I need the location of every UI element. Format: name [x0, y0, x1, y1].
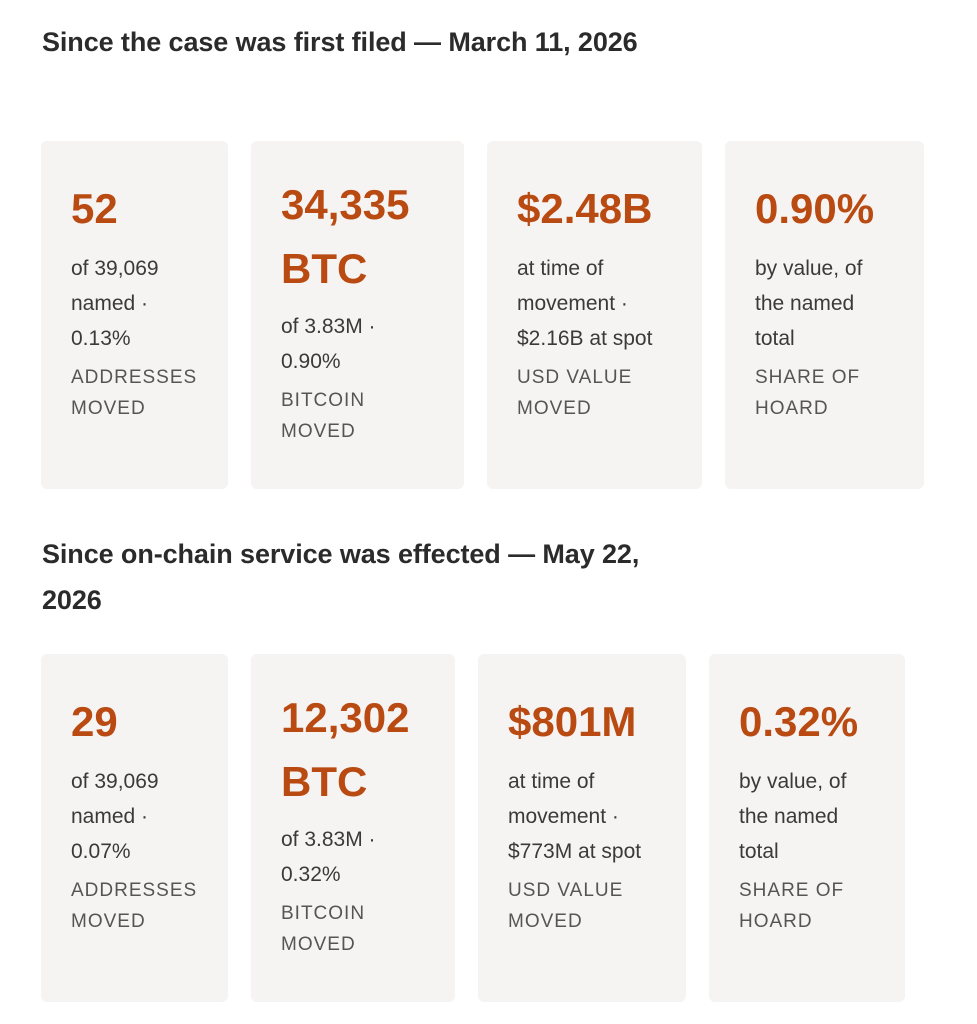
- stat-label: SHARE OF HOARD: [755, 367, 861, 419]
- stat-card-addresses-moved: 52 of 39,069 named · 0.13% ADDRESSES MOV…: [41, 141, 228, 489]
- stat-description: at time of movement · $2.16B at spot: [517, 257, 653, 350]
- section-title: Since on-chain service was effected — Ma…: [42, 539, 640, 615]
- stat-card-usd-value-moved: $2.48B at time of movement · $2.16B at s…: [487, 141, 702, 489]
- stat-card-usd-value-moved: $801M at time of movement · $773M at spo…: [478, 654, 686, 1002]
- stat-label: SHARE OF HOARD: [739, 880, 845, 932]
- stat-card-bitcoin-moved: 34,335 BTC of 3.83M · 0.90% BITCOIN MOVE…: [251, 141, 464, 489]
- stat-description: by value, of the named total: [755, 257, 863, 350]
- stat-label: USD VALUE MOVED: [517, 367, 633, 419]
- stat-value: $2.48B: [517, 185, 653, 232]
- stat-description: by value, of the named total: [739, 770, 847, 863]
- stat-label: BITCOIN MOVED: [281, 903, 366, 955]
- stat-value: 34,335 BTC: [281, 173, 464, 301]
- stat-description: of 39,069 named · 0.07%: [71, 770, 159, 863]
- stat-description: of 39,069 named · 0.13%: [71, 257, 159, 350]
- stat-value: 0.90%: [755, 185, 875, 232]
- stat-value-unit: BTC: [281, 245, 368, 292]
- section-title: Since the case was first filed — March 1…: [42, 27, 638, 57]
- stat-card-addresses-moved: 29 of 39,069 named · 0.07% ADDRESSES MOV…: [41, 654, 228, 1002]
- stat-value: $801M: [508, 698, 637, 745]
- stat-value: 29: [71, 698, 118, 745]
- stat-description: of 3.83M · 0.90%: [281, 315, 376, 373]
- stat-description: of 3.83M · 0.32%: [281, 828, 376, 886]
- stat-label: USD VALUE MOVED: [508, 880, 624, 932]
- stat-value: 12,302 BTC: [281, 686, 455, 814]
- stat-label: ADDRESSES MOVED: [71, 367, 198, 419]
- stat-card-share-of-hoard: 0.32% by value, of the named total SHARE…: [709, 654, 905, 1002]
- stat-label: ADDRESSES MOVED: [71, 880, 198, 932]
- stat-label: BITCOIN MOVED: [281, 390, 366, 442]
- stat-value-unit: BTC: [281, 758, 368, 805]
- stat-value: 0.32%: [739, 698, 859, 745]
- stat-card-share-of-hoard: 0.90% by value, of the named total SHARE…: [725, 141, 924, 489]
- stat-value-number: 12,302: [281, 694, 410, 741]
- stat-value-number: 34,335: [281, 181, 410, 228]
- stat-card-bitcoin-moved: 12,302 BTC of 3.83M · 0.32% BITCOIN MOVE…: [251, 654, 455, 1002]
- stat-value: 52: [71, 185, 118, 232]
- stat-description: at time of movement · $773M at spot: [508, 770, 642, 863]
